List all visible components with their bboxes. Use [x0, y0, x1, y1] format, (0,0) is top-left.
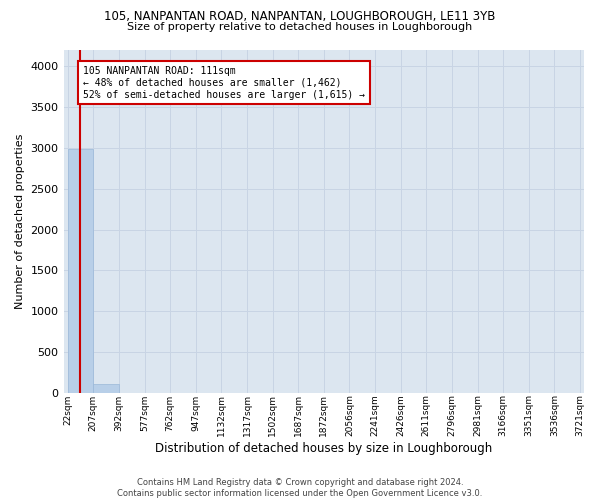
- X-axis label: Distribution of detached houses by size in Loughborough: Distribution of detached houses by size …: [155, 442, 493, 455]
- Text: 105, NANPANTAN ROAD, NANPANTAN, LOUGHBOROUGH, LE11 3YB: 105, NANPANTAN ROAD, NANPANTAN, LOUGHBOR…: [104, 10, 496, 23]
- Bar: [94, 384, 119, 393]
- Y-axis label: Number of detached properties: Number of detached properties: [15, 134, 25, 309]
- Text: Contains HM Land Registry data © Crown copyright and database right 2024.
Contai: Contains HM Land Registry data © Crown c…: [118, 478, 482, 498]
- Text: Size of property relative to detached houses in Loughborough: Size of property relative to detached ho…: [127, 22, 473, 32]
- Text: 105 NANPANTAN ROAD: 111sqm
← 48% of detached houses are smaller (1,462)
52% of s: 105 NANPANTAN ROAD: 111sqm ← 48% of deta…: [83, 66, 365, 100]
- Bar: [68, 149, 94, 393]
